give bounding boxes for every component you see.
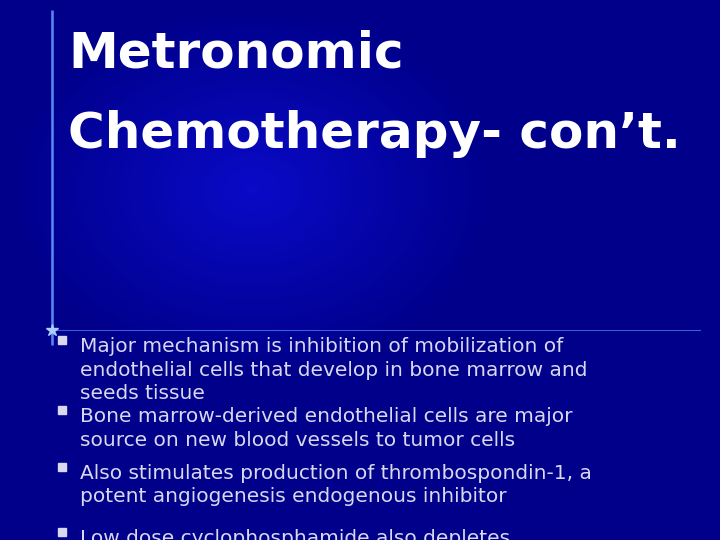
Text: Also stimulates production of thrombospondin-1, a
potent angiogenesis endogenous: Also stimulates production of thrombospo…: [80, 464, 592, 507]
Text: Chemotherapy- con’t.: Chemotherapy- con’t.: [68, 110, 681, 158]
Text: Metronomic: Metronomic: [68, 30, 404, 78]
Text: Major mechanism is inhibition of mobilization of
endothelial cells that develop : Major mechanism is inhibition of mobiliz…: [80, 337, 588, 403]
Text: Low dose cyclophosphamide also depletes
regulatory T-cells which are immunosuppr: Low dose cyclophosphamide also depletes …: [80, 529, 599, 540]
Text: Bone marrow-derived endothelial cells are major
source on new blood vessels to t: Bone marrow-derived endothelial cells ar…: [80, 407, 572, 449]
